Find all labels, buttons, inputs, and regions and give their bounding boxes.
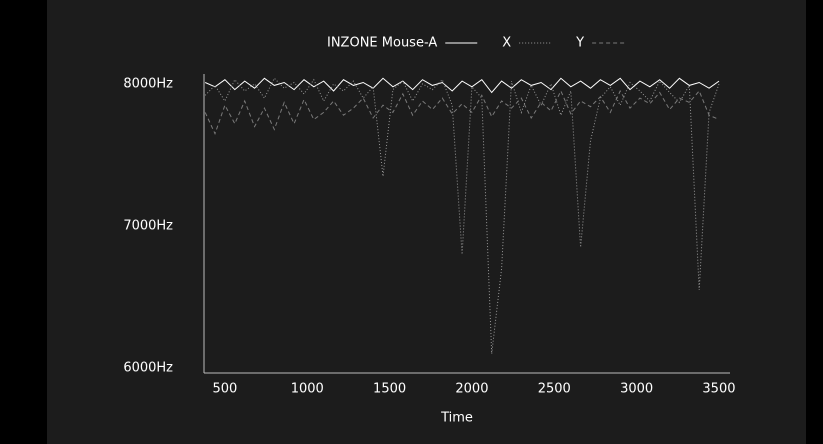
series-line: [204, 77, 720, 354]
legend-label: INZONE Mouse-A: [327, 36, 437, 51]
y-tick-label: 8000Hz: [123, 76, 173, 91]
x-tick-label: 1000: [291, 382, 324, 397]
x-tick-label: 3500: [702, 382, 735, 397]
series-line: [204, 77, 720, 94]
legend-label: Y: [575, 36, 584, 51]
x-tick-label: 2000: [455, 382, 488, 397]
x-tick-label: 3000: [620, 382, 653, 397]
x-tick-label: 2500: [538, 382, 571, 397]
y-tick-label: 7000Hz: [123, 218, 173, 233]
panel: [47, 0, 806, 444]
x-tick-label: 1500: [373, 382, 406, 397]
x-axis-label: Time: [440, 411, 473, 426]
legend-label: X: [502, 36, 511, 51]
x-tick-label: 500: [213, 382, 238, 397]
y-tick-label: 6000Hz: [123, 361, 173, 376]
